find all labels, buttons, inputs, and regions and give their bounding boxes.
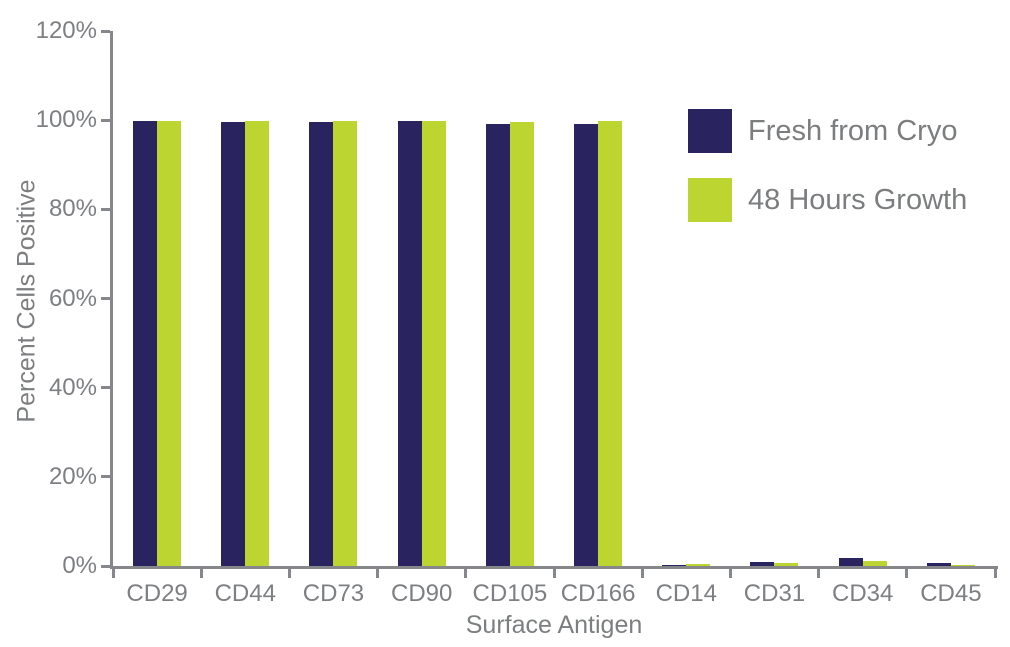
legend-swatch-48-hours-growth: [688, 178, 732, 222]
x-tick-label-cd14: CD14: [655, 580, 717, 607]
y-tick-label: 60%: [48, 284, 97, 312]
y-tick: [101, 29, 110, 33]
plot-area: 0% 20% 40% 60% 80% 100% 120% CD29 CD44 CD73 CD90 CD…: [36, 18, 998, 607]
x-axis-tick: [199, 569, 203, 578]
bar-cd31-48-hours-growth: [774, 562, 799, 566]
x-axis-tick: [464, 569, 468, 578]
x-tick-label-cd31: CD31: [743, 580, 806, 607]
bar-cd14-48-hours-growth: [686, 563, 711, 566]
legend-swatch-fresh-from-cryo: [688, 109, 732, 153]
y-tick: [101, 207, 110, 211]
y-tick: [101, 386, 110, 390]
x-axis-title: Surface Antigen: [465, 611, 643, 639]
bar-cd105-48-hours-growth: [509, 122, 534, 566]
bar-cd166-48-hours-growth: [598, 120, 623, 566]
y-tick: [101, 564, 110, 568]
x-axis-tick: [376, 569, 380, 578]
bar-cd44-fresh-from-cryo: [221, 121, 246, 566]
bar-group-cd90: [378, 31, 466, 566]
bar-cd73-fresh-from-cryo: [309, 121, 334, 566]
x-tick-label-cd90: CD90: [391, 580, 453, 607]
bar-group-cd73: [289, 31, 377, 566]
x-tick-label-cd44: CD44: [214, 580, 276, 607]
x-tick-label-cd34: CD34: [832, 580, 894, 607]
bar-cd29-48-hours-growth: [157, 121, 182, 566]
bar-cd90-fresh-from-cryo: [397, 121, 422, 566]
x-axis-tick: [993, 569, 997, 578]
bar-group-cd14: [642, 31, 730, 566]
y-tick: [101, 118, 110, 122]
bar-group-cd31: [730, 31, 818, 566]
bar-cd73-48-hours-growth: [333, 121, 358, 566]
bar-group-cd105: [466, 31, 554, 566]
y-tick: [101, 297, 110, 300]
y-tick-label: 100%: [35, 106, 97, 134]
y-tick-label: 20%: [48, 462, 97, 490]
bar-cd31-fresh-from-cryo: [750, 562, 775, 566]
bar-cd166-fresh-from-cryo: [574, 124, 599, 566]
bar-cd34-fresh-from-cryo: [838, 557, 863, 566]
bar-group-cd166: [554, 31, 642, 566]
bar-cd14-fresh-from-cryo: [662, 564, 687, 566]
legend: Fresh from Cryo 48 Hours Growth: [688, 109, 967, 222]
bar-cd34-48-hours-growth: [862, 560, 887, 566]
bar-cd105-fresh-from-cryo: [485, 123, 510, 566]
x-tick-label-cd45: CD45: [920, 580, 982, 607]
legend-label-fresh-from-cryo: Fresh from Cryo: [748, 114, 958, 147]
bar-group-cd44: [201, 31, 289, 566]
x-tick-label-cd105: CD105: [472, 580, 548, 607]
y-tick-label: 120%: [35, 17, 97, 44]
x-axis-tick: [111, 569, 115, 578]
bar-cd45-fresh-from-cryo: [926, 562, 951, 566]
bar-cd45-48-hours-growth: [950, 565, 975, 566]
bar-cd44-48-hours-growth: [245, 121, 270, 566]
x-tick-label-cd29: CD29: [126, 580, 188, 607]
bar-group-cd34: [819, 31, 907, 566]
x-axis-tick: [552, 569, 556, 578]
x-axis-line: [110, 566, 998, 569]
y-tick-label: 40%: [48, 373, 97, 401]
y-tick-label: 80%: [48, 195, 97, 223]
x-tick-label-cd166: CD166: [560, 580, 636, 607]
x-axis-tick: [287, 569, 291, 578]
legend-item-48-hours-growth: 48 Hours Growth: [688, 178, 967, 222]
legend-label-48-hours-growth: 48 Hours Growth: [748, 183, 968, 216]
x-axis-tick: [905, 569, 909, 578]
bar-group-cd45: [907, 31, 995, 566]
bar-group-cd29: [113, 31, 201, 566]
x-axis-tick: [728, 569, 732, 578]
x-axis-tick: [640, 569, 644, 578]
x-tick-label-cd73: CD73: [302, 580, 365, 607]
legend-item-fresh-from-cryo: Fresh from Cryo: [688, 109, 967, 153]
y-tick-label: 0%: [62, 552, 97, 579]
y-axis-line: [110, 31, 113, 569]
y-tick: [101, 475, 110, 479]
bar-cd29-fresh-from-cryo: [133, 121, 158, 566]
x-axis-tick: [817, 569, 821, 578]
bar-cd90-48-hours-growth: [421, 121, 446, 566]
